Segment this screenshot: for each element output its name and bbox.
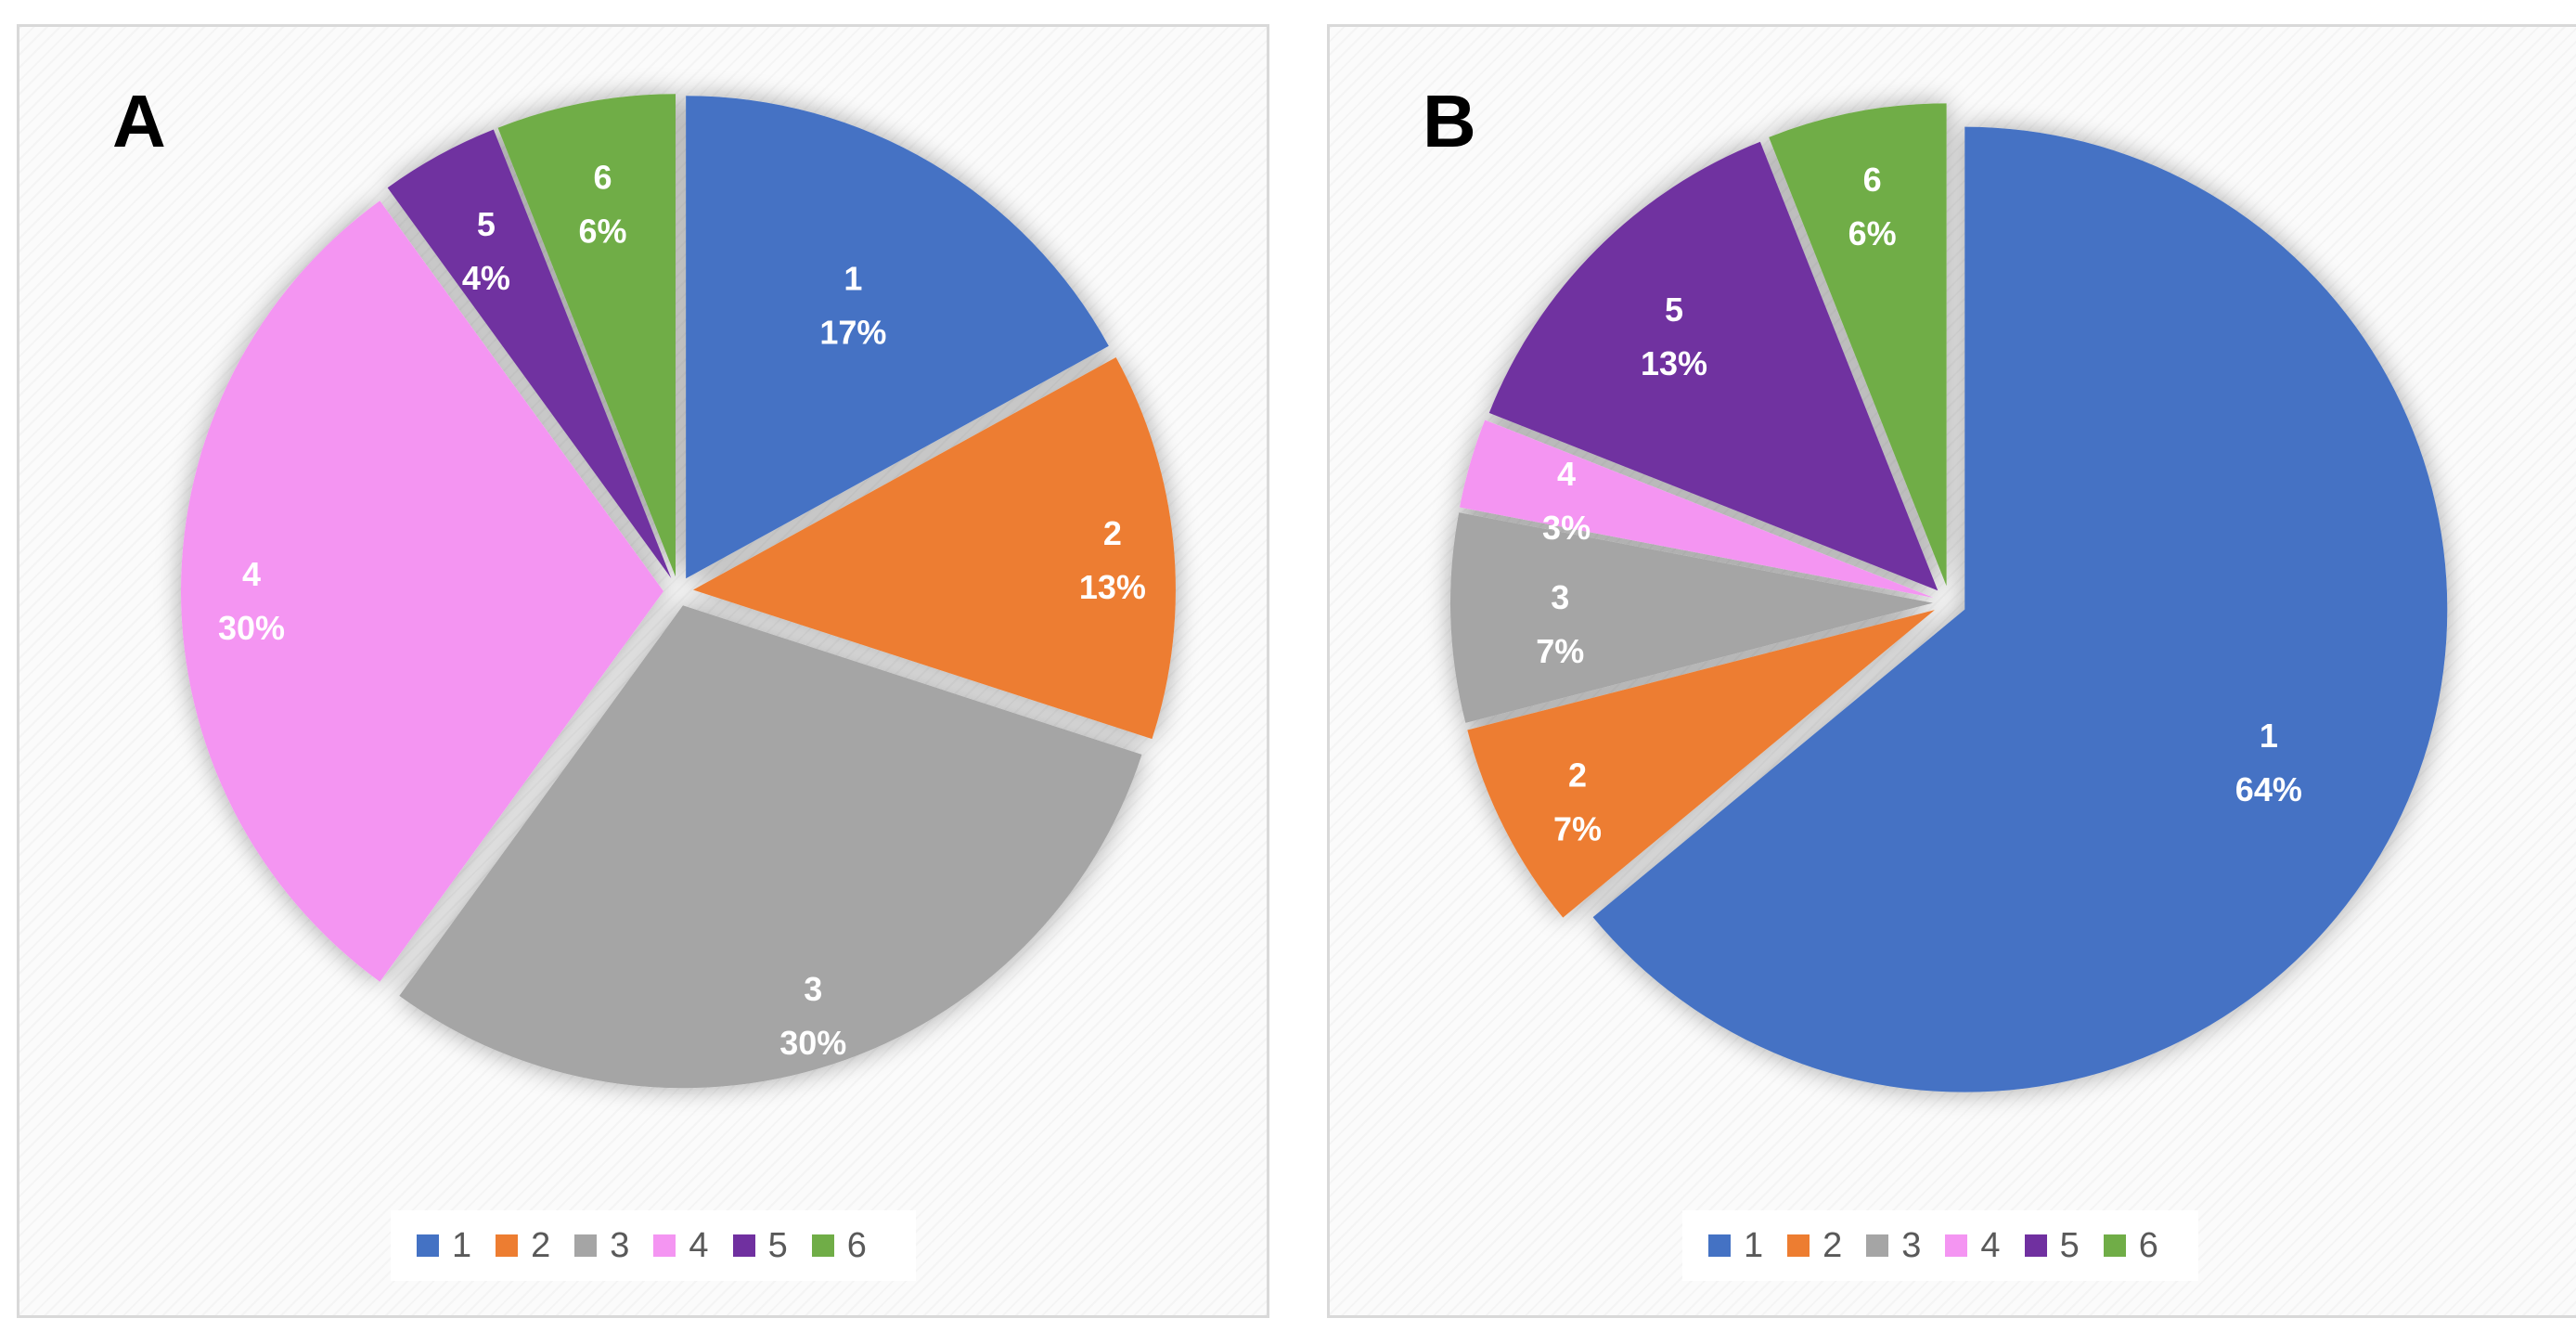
legend-entry-1: 1 — [417, 1226, 471, 1266]
legend-swatch-1 — [1708, 1234, 1731, 1257]
pie-slice-2 — [1467, 610, 1935, 918]
legend-swatch-4 — [1945, 1234, 1968, 1257]
legend-swatch-1 — [417, 1234, 439, 1257]
legend-entry-3: 3 — [574, 1226, 629, 1266]
legend-label-5: 5 — [2059, 1225, 2080, 1265]
legend-entry-5: 5 — [2024, 1225, 2080, 1266]
pie-chart-b: 1 64% 2 7% 3 7% 4 3% 5 13% 6 6% — [1450, 103, 2448, 1092]
legend-b: 1 2 3 4 5 6 — [1682, 1210, 2198, 1281]
chart-panel-a: A 1 17% 2 13% 3 30% 4 30% 5 4% 6 6% 1 2 3 4 5 6 — [17, 24, 1269, 1318]
slice-category-label-3: 3 — [804, 970, 822, 1008]
slice-percent-label-3: 7% — [1536, 632, 1584, 670]
legend-swatch-2 — [1787, 1234, 1810, 1257]
slice-category-label-2: 2 — [1103, 514, 1122, 552]
pie-slice-4 — [1459, 420, 1934, 598]
slice-category-label-5: 5 — [477, 205, 496, 243]
slice-category-label-5: 5 — [1665, 291, 1683, 329]
pie-slice-4 — [180, 200, 664, 982]
pie-slice-1 — [1592, 126, 2448, 1092]
slice-category-label-6: 6 — [1863, 161, 1882, 199]
pie-chart-a: 1 17% 2 13% 3 30% 4 30% 5 4% 6 6% — [180, 94, 1176, 1089]
legend-entry-4: 4 — [1945, 1225, 2001, 1266]
legend-swatch-4 — [653, 1234, 676, 1257]
legend-swatch-5 — [2024, 1234, 2047, 1257]
legend-label-6: 6 — [846, 1225, 867, 1265]
legend-swatch-2 — [496, 1234, 519, 1257]
slice-percent-label-4: 3% — [1542, 509, 1591, 547]
slice-percent-label-6: 6% — [1848, 214, 1897, 252]
slice-category-label-1: 1 — [844, 260, 862, 298]
panel-label-b: B — [1423, 80, 1476, 162]
slice-percent-label-2: 13% — [1079, 568, 1146, 606]
pie-slice-2 — [692, 356, 1176, 740]
slice-category-label-3: 3 — [1551, 578, 1569, 616]
legend-entry-6: 6 — [2103, 1225, 2158, 1266]
pie-slice-5 — [387, 129, 672, 578]
pie-slice-3 — [1450, 512, 1934, 723]
legend-label-4: 4 — [1980, 1225, 2001, 1265]
legend-entry-6: 6 — [811, 1225, 867, 1266]
legend-entry-5: 5 — [732, 1225, 788, 1266]
legend-label-3: 3 — [1901, 1225, 1922, 1265]
chart-panel-b: B 1 64% 2 7% 3 7% 4 3% 5 13% 6 6% 1 2 3 4 5 6 — [1327, 24, 2576, 1318]
legend-label-1: 1 — [452, 1225, 472, 1265]
legend-swatch-3 — [574, 1234, 598, 1257]
slice-percent-label-5: 13% — [1641, 344, 1707, 382]
slice-category-label-1: 1 — [2260, 717, 2278, 755]
slice-percent-label-4: 30% — [218, 609, 285, 647]
legend-entry-3: 3 — [1866, 1226, 1921, 1266]
slice-percent-label-1: 17% — [819, 314, 886, 352]
panel-label-a: A — [112, 80, 166, 162]
legend-swatch-6 — [2103, 1234, 2126, 1257]
legend-entry-1: 1 — [1708, 1226, 1763, 1266]
pie-slice-6 — [497, 94, 676, 577]
legend-label-4: 4 — [689, 1225, 709, 1265]
legend-swatch-3 — [1866, 1234, 1889, 1257]
pie-slice-5 — [1488, 141, 1938, 591]
slice-percent-label-2: 7% — [1553, 809, 1602, 847]
legend-label-2: 2 — [1823, 1225, 1843, 1265]
legend-label-5: 5 — [767, 1225, 788, 1265]
slice-percent-label-6: 6% — [578, 213, 626, 251]
legend-swatch-5 — [732, 1234, 755, 1257]
slice-category-label-4: 4 — [1557, 455, 1576, 493]
legend-label-2: 2 — [531, 1225, 551, 1265]
slice-percent-label-1: 64% — [2235, 770, 2302, 808]
legend-label-3: 3 — [610, 1225, 630, 1265]
legend-a: 1 2 3 4 5 6 — [391, 1210, 916, 1281]
legend-entry-2: 2 — [496, 1226, 550, 1266]
slice-percent-label-5: 4% — [462, 259, 510, 297]
legend-entry-2: 2 — [1787, 1226, 1842, 1266]
legend-swatch-6 — [811, 1234, 834, 1257]
legend-label-1: 1 — [1744, 1225, 1764, 1265]
slice-category-label-6: 6 — [593, 159, 612, 197]
slice-category-label-4: 4 — [242, 555, 261, 593]
pie-slice-3 — [399, 605, 1142, 1089]
pie-slice-6 — [1769, 103, 1947, 587]
legend-entry-4: 4 — [653, 1225, 709, 1266]
legend-label-6: 6 — [2138, 1225, 2158, 1265]
pie-slice-1 — [686, 96, 1109, 579]
slice-percent-label-3: 30% — [779, 1024, 846, 1062]
slice-category-label-2: 2 — [1568, 756, 1587, 794]
